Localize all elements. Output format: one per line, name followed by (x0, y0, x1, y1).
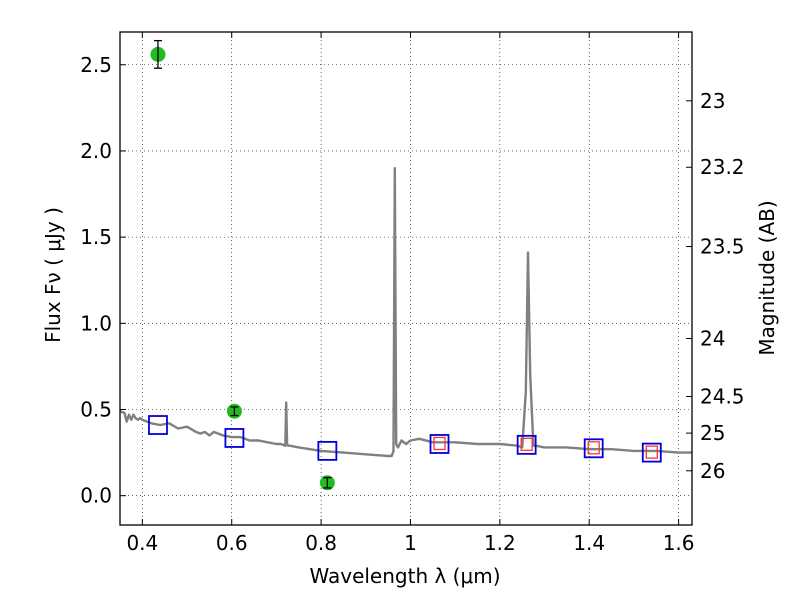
right-tick-label: 24 (700, 326, 725, 350)
y-tick-label: 0.5 (80, 398, 112, 422)
right-tick-label: 25 (700, 421, 725, 445)
red-model-square (587, 441, 600, 455)
x-tick-label: 0.8 (305, 531, 337, 555)
right-axis-label: Magnitude (AB) (755, 200, 779, 355)
right-tick-label: 23 (700, 89, 725, 113)
y-tick-label: 1.0 (80, 311, 112, 335)
x-tick-label: 0.4 (126, 531, 158, 555)
x-tick-label: 0.6 (216, 531, 248, 555)
x-tick-label: 1 (404, 531, 417, 555)
red-model-square (520, 437, 533, 451)
y-tick-label: 2.5 (80, 53, 112, 77)
x-tick-label: 1.4 (573, 531, 605, 555)
axis-ticks: 0.4 0.6 0.8 1 1.2 1.4 1.6 0.0 0.5 1.0 1.5 2.0 2.5 23 2… (80, 32, 745, 555)
right-tick-label: 23.2 (700, 155, 745, 179)
model-square (429, 434, 450, 454)
y-tick-label: 0.0 (80, 484, 112, 508)
plot-area (120, 39, 692, 491)
x-tick-label: 1.2 (484, 531, 516, 555)
model-square (641, 442, 662, 463)
plot-frame (119, 31, 693, 526)
model-square (516, 434, 537, 455)
right-tick-label: 23.5 (700, 235, 745, 259)
gridlines (120, 32, 692, 525)
right-tick-label: 26 (700, 459, 725, 483)
spectrum-line (120, 166, 692, 458)
y-tick-label: 1.5 (80, 225, 112, 249)
x-axis-label: Wavelength λ (μm) (309, 564, 500, 588)
model-square (317, 440, 338, 461)
y-axis-label: Flux Fν ( μJy ) (41, 207, 65, 343)
right-tick-label: 24.5 (700, 385, 745, 409)
red-model-square (433, 436, 446, 451)
red-model-square (645, 445, 658, 459)
y-tick-label: 2.0 (80, 139, 112, 163)
model-square (148, 415, 168, 435)
model-square (583, 438, 604, 459)
model-square (224, 428, 245, 448)
x-tick-label: 1.6 (663, 531, 695, 555)
